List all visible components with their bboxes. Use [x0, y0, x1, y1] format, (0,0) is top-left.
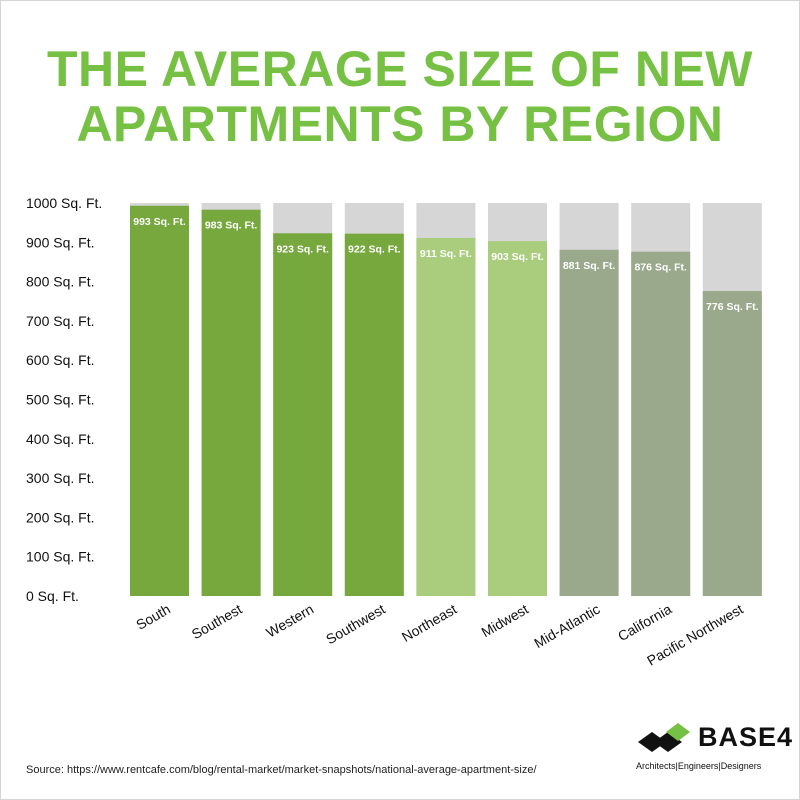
bar — [488, 241, 547, 596]
base4-logo-mark-icon — [638, 723, 690, 752]
bar-value-label: 911 Sq. Ft. — [420, 248, 472, 260]
source-note: Source: https://www.rentcafe.com/blog/re… — [26, 764, 537, 776]
y-axis: 0 Sq. Ft. 100 Sq. Ft. 200 Sq. Ft. 300 Sq. F… — [26, 195, 102, 604]
x-tick-label: Mid-Atlantic — [531, 601, 602, 651]
bar-value-label: 923 Sq. Ft. — [276, 243, 329, 255]
bar — [559, 249, 619, 596]
base4-logo: BASE4 Architects|Engineers|Designers — [636, 720, 792, 780]
bar — [631, 251, 691, 596]
y-tick-label: 100 Sq. Ft. — [26, 549, 94, 565]
y-tick-label: 0 Sq. Ft. — [26, 588, 79, 604]
bar-value-label: 881 Sq. Ft. — [563, 260, 616, 272]
bar-value-label: 922 Sq. Ft. — [348, 244, 401, 256]
bar-value-label: 876 Sq. Ft. — [634, 262, 687, 274]
x-tick-label: California — [615, 601, 674, 645]
chart-title-line-2: APARTMENTS BY REGION — [76, 96, 724, 152]
y-tick-label: 600 Sq. Ft. — [26, 352, 94, 368]
bar-value-label: 776 Sq. Ft. — [706, 301, 759, 313]
y-tick-label: 300 Sq. Ft. — [26, 470, 94, 486]
x-tick-label: Western — [263, 601, 316, 641]
x-tick-label: Southwest — [323, 601, 388, 648]
x-tick-label: South — [133, 601, 173, 633]
bar — [416, 237, 476, 597]
bar — [344, 233, 404, 597]
y-tick-label: 700 Sq. Ft. — [26, 313, 94, 329]
y-tick-label: 400 Sq. Ft. — [26, 431, 94, 447]
bar — [130, 205, 189, 596]
y-tick-label: 900 Sq. Ft. — [26, 234, 94, 250]
bar-value-label: 983 Sq. Ft. — [205, 220, 258, 232]
chart-title: THE AVERAGE SIZE OF NEW APARTMENTS BY RE… — [0, 42, 800, 152]
bar-value-label: 993 Sq. Ft. — [133, 216, 186, 228]
source-url[interactable]: https://www.rentcafe.com/blog/rental-mar… — [66, 764, 537, 776]
bars-group: 993 Sq. Ft. 983 Sq. Ft. 923 Sq. Ft. 922 Sq.… — [130, 203, 762, 597]
bar-value-label: 903 Sq. Ft. — [491, 251, 544, 263]
chart-title-line-1: THE AVERAGE SIZE OF NEW — [47, 41, 753, 97]
source-label: Source: — [26, 764, 64, 776]
x-axis: South Southest Western Southwest Northeast Mi… — [133, 601, 746, 669]
logo-wordmark: BASE4 — [698, 722, 794, 752]
x-tick-label: Southest — [189, 601, 245, 643]
y-tick-label: 800 Sq. Ft. — [26, 274, 94, 290]
y-tick-label: 1000 Sq. Ft. — [26, 195, 102, 211]
y-tick-label: 500 Sq. Ft. — [26, 392, 94, 408]
logo-tagline: Architects|Engineers|Designers — [636, 761, 762, 771]
bar — [201, 209, 261, 596]
y-tick-label: 200 Sq. Ft. — [26, 509, 94, 525]
x-tick-label: Northeast — [399, 601, 460, 645]
bar — [273, 233, 333, 597]
x-tick-label: Midwest — [479, 601, 532, 641]
bar — [702, 291, 762, 596]
